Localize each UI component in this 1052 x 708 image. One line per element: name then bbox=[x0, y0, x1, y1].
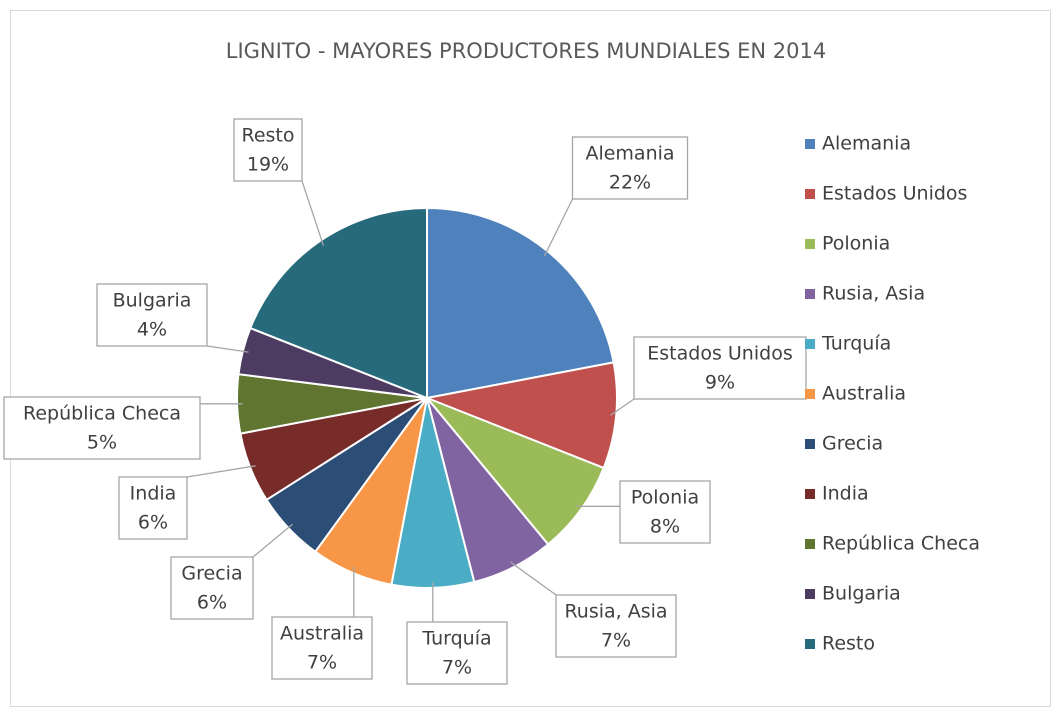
legend-label: Alemania bbox=[822, 133, 911, 155]
legend-swatch bbox=[805, 189, 815, 199]
label-box bbox=[271, 616, 373, 680]
legend-label: Turquía bbox=[821, 333, 891, 355]
label-box bbox=[633, 336, 807, 400]
pie-slice bbox=[426, 206, 615, 400]
leader-line bbox=[610, 398, 635, 416]
legend-swatch bbox=[805, 589, 815, 599]
legend-label: Estados Unidos bbox=[822, 183, 967, 205]
leader-line bbox=[252, 523, 294, 558]
label-box bbox=[619, 480, 711, 544]
pie-slice bbox=[423, 361, 618, 470]
leader-line bbox=[543, 198, 574, 257]
data-label-value: 9% bbox=[705, 372, 735, 394]
legend-label: Grecia bbox=[822, 433, 883, 455]
label-box bbox=[233, 118, 303, 182]
legend-label: Polonia bbox=[822, 233, 890, 255]
pie-slice bbox=[426, 397, 605, 546]
label-box bbox=[3, 396, 201, 460]
leader-line bbox=[206, 345, 249, 353]
leader-line bbox=[186, 465, 256, 478]
slices bbox=[236, 206, 618, 589]
data-label-value: 5% bbox=[87, 432, 117, 454]
legend-label: India bbox=[822, 483, 869, 505]
label-box bbox=[170, 556, 254, 620]
data-label-value: 8% bbox=[650, 516, 680, 538]
pie-slice bbox=[249, 206, 428, 400]
data-label-value: 7% bbox=[601, 630, 631, 652]
data-label-name: Turquía bbox=[421, 628, 491, 650]
data-label-name: República Checa bbox=[23, 403, 181, 425]
data-label-value: 19% bbox=[247, 154, 289, 176]
data-label-value: 6% bbox=[197, 592, 227, 614]
data-label-name: Resto bbox=[241, 125, 294, 147]
legend-swatch bbox=[805, 289, 815, 299]
data-label-value: 7% bbox=[442, 657, 472, 679]
legend-label: República Checa bbox=[822, 533, 980, 555]
legend-label: Rusia, Asia bbox=[822, 283, 925, 305]
legend-label: Bulgaria bbox=[822, 583, 901, 605]
label-box bbox=[406, 621, 508, 685]
legend-swatch bbox=[805, 389, 815, 399]
legend-swatch bbox=[805, 139, 815, 149]
data-label-name: Bulgaria bbox=[113, 290, 192, 312]
data-label-value: 22% bbox=[609, 172, 651, 194]
data-label-value: 4% bbox=[137, 319, 167, 341]
legend-swatch bbox=[805, 339, 815, 349]
legend-swatch bbox=[805, 239, 815, 249]
data-label-name: Estados Unidos bbox=[647, 343, 792, 365]
label-box bbox=[118, 476, 188, 540]
data-label-name: Alemania bbox=[585, 143, 674, 165]
labels: Alemania 22% Estados Unidos 9% Polonia 8% Rusi… bbox=[3, 118, 807, 685]
data-label-name: Australia bbox=[280, 623, 364, 645]
label-box bbox=[96, 283, 208, 347]
legend-swatch bbox=[805, 439, 815, 449]
chart-title: LIGNITO - MAYORES PRODUCTORES MUNDIALES … bbox=[226, 39, 827, 63]
leader-line bbox=[301, 180, 325, 246]
legend-swatch bbox=[805, 489, 815, 499]
data-label-name: Polonia bbox=[631, 487, 699, 509]
legend-label: Australia bbox=[822, 383, 906, 405]
data-label-value: 7% bbox=[307, 652, 337, 674]
legend-label: Resto bbox=[822, 633, 875, 655]
leader-line bbox=[510, 561, 557, 596]
data-label-name: India bbox=[130, 483, 177, 505]
data-label-name: Grecia bbox=[181, 563, 242, 585]
legend-swatch bbox=[805, 539, 815, 549]
label-box bbox=[571, 136, 689, 200]
legend-swatch bbox=[805, 639, 815, 649]
data-label-name: Rusia, Asia bbox=[564, 601, 667, 623]
data-label-value: 6% bbox=[138, 512, 168, 534]
label-box bbox=[555, 594, 677, 658]
